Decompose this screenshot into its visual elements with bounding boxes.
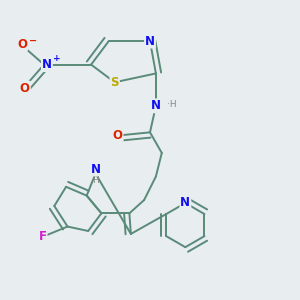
Text: N: N <box>151 99 161 112</box>
Text: N: N <box>180 196 190 209</box>
Text: O: O <box>17 38 27 50</box>
Text: N: N <box>91 163 100 176</box>
Text: S: S <box>110 76 119 89</box>
Text: −: − <box>29 35 37 46</box>
Text: N: N <box>145 34 155 48</box>
Text: O: O <box>20 82 30 95</box>
Text: H: H <box>92 176 99 185</box>
Text: +: + <box>53 54 61 63</box>
Text: F: F <box>38 230 46 243</box>
Text: N: N <box>42 58 52 71</box>
Text: O: O <box>112 129 123 142</box>
Text: ·H: ·H <box>167 100 177 109</box>
